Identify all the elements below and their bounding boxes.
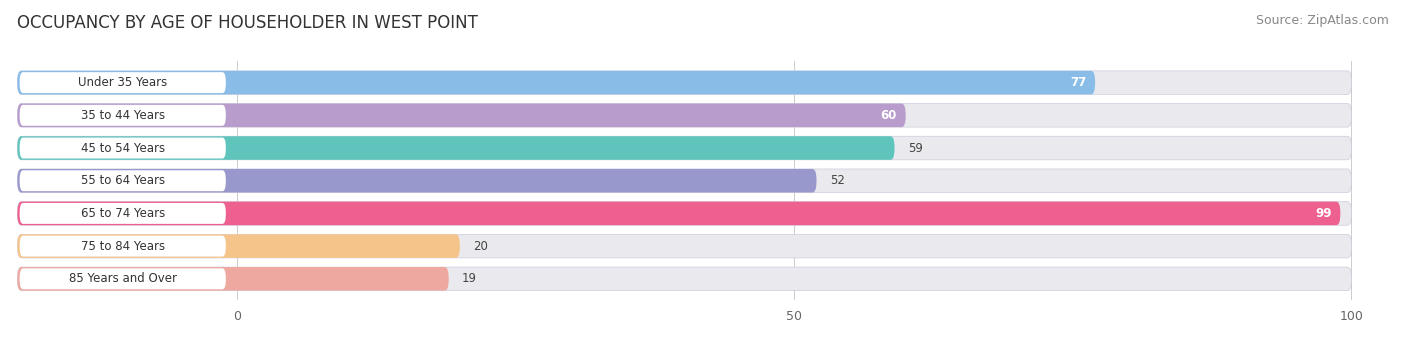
FancyBboxPatch shape	[17, 136, 894, 160]
Text: 35 to 44 Years: 35 to 44 Years	[80, 109, 165, 122]
FancyBboxPatch shape	[17, 234, 1351, 258]
FancyBboxPatch shape	[20, 72, 226, 93]
Text: 65 to 74 Years: 65 to 74 Years	[80, 207, 165, 220]
Text: 75 to 84 Years: 75 to 84 Years	[80, 240, 165, 253]
FancyBboxPatch shape	[17, 234, 460, 258]
FancyBboxPatch shape	[17, 169, 817, 193]
Text: 85 Years and Over: 85 Years and Over	[69, 272, 177, 285]
FancyBboxPatch shape	[17, 71, 1351, 94]
Text: 55 to 64 Years: 55 to 64 Years	[80, 174, 165, 187]
FancyBboxPatch shape	[17, 71, 1095, 94]
Text: 19: 19	[463, 272, 477, 285]
Text: Under 35 Years: Under 35 Years	[79, 76, 167, 89]
Text: 20: 20	[474, 240, 488, 253]
FancyBboxPatch shape	[17, 169, 1351, 193]
FancyBboxPatch shape	[17, 104, 905, 127]
FancyBboxPatch shape	[20, 137, 226, 159]
FancyBboxPatch shape	[17, 267, 1351, 291]
FancyBboxPatch shape	[20, 268, 226, 289]
FancyBboxPatch shape	[17, 267, 449, 291]
Text: 59: 59	[908, 142, 922, 154]
Text: 99: 99	[1315, 207, 1331, 220]
FancyBboxPatch shape	[20, 203, 226, 224]
FancyBboxPatch shape	[17, 104, 1351, 127]
Text: 52: 52	[830, 174, 845, 187]
Text: 77: 77	[1070, 76, 1087, 89]
FancyBboxPatch shape	[17, 202, 1340, 225]
FancyBboxPatch shape	[17, 202, 1351, 225]
Text: Source: ZipAtlas.com: Source: ZipAtlas.com	[1256, 14, 1389, 27]
Text: 45 to 54 Years: 45 to 54 Years	[80, 142, 165, 154]
FancyBboxPatch shape	[20, 105, 226, 126]
Text: OCCUPANCY BY AGE OF HOUSEHOLDER IN WEST POINT: OCCUPANCY BY AGE OF HOUSEHOLDER IN WEST …	[17, 14, 478, 32]
Text: 60: 60	[880, 109, 897, 122]
FancyBboxPatch shape	[17, 136, 1351, 160]
FancyBboxPatch shape	[20, 170, 226, 191]
FancyBboxPatch shape	[20, 236, 226, 256]
